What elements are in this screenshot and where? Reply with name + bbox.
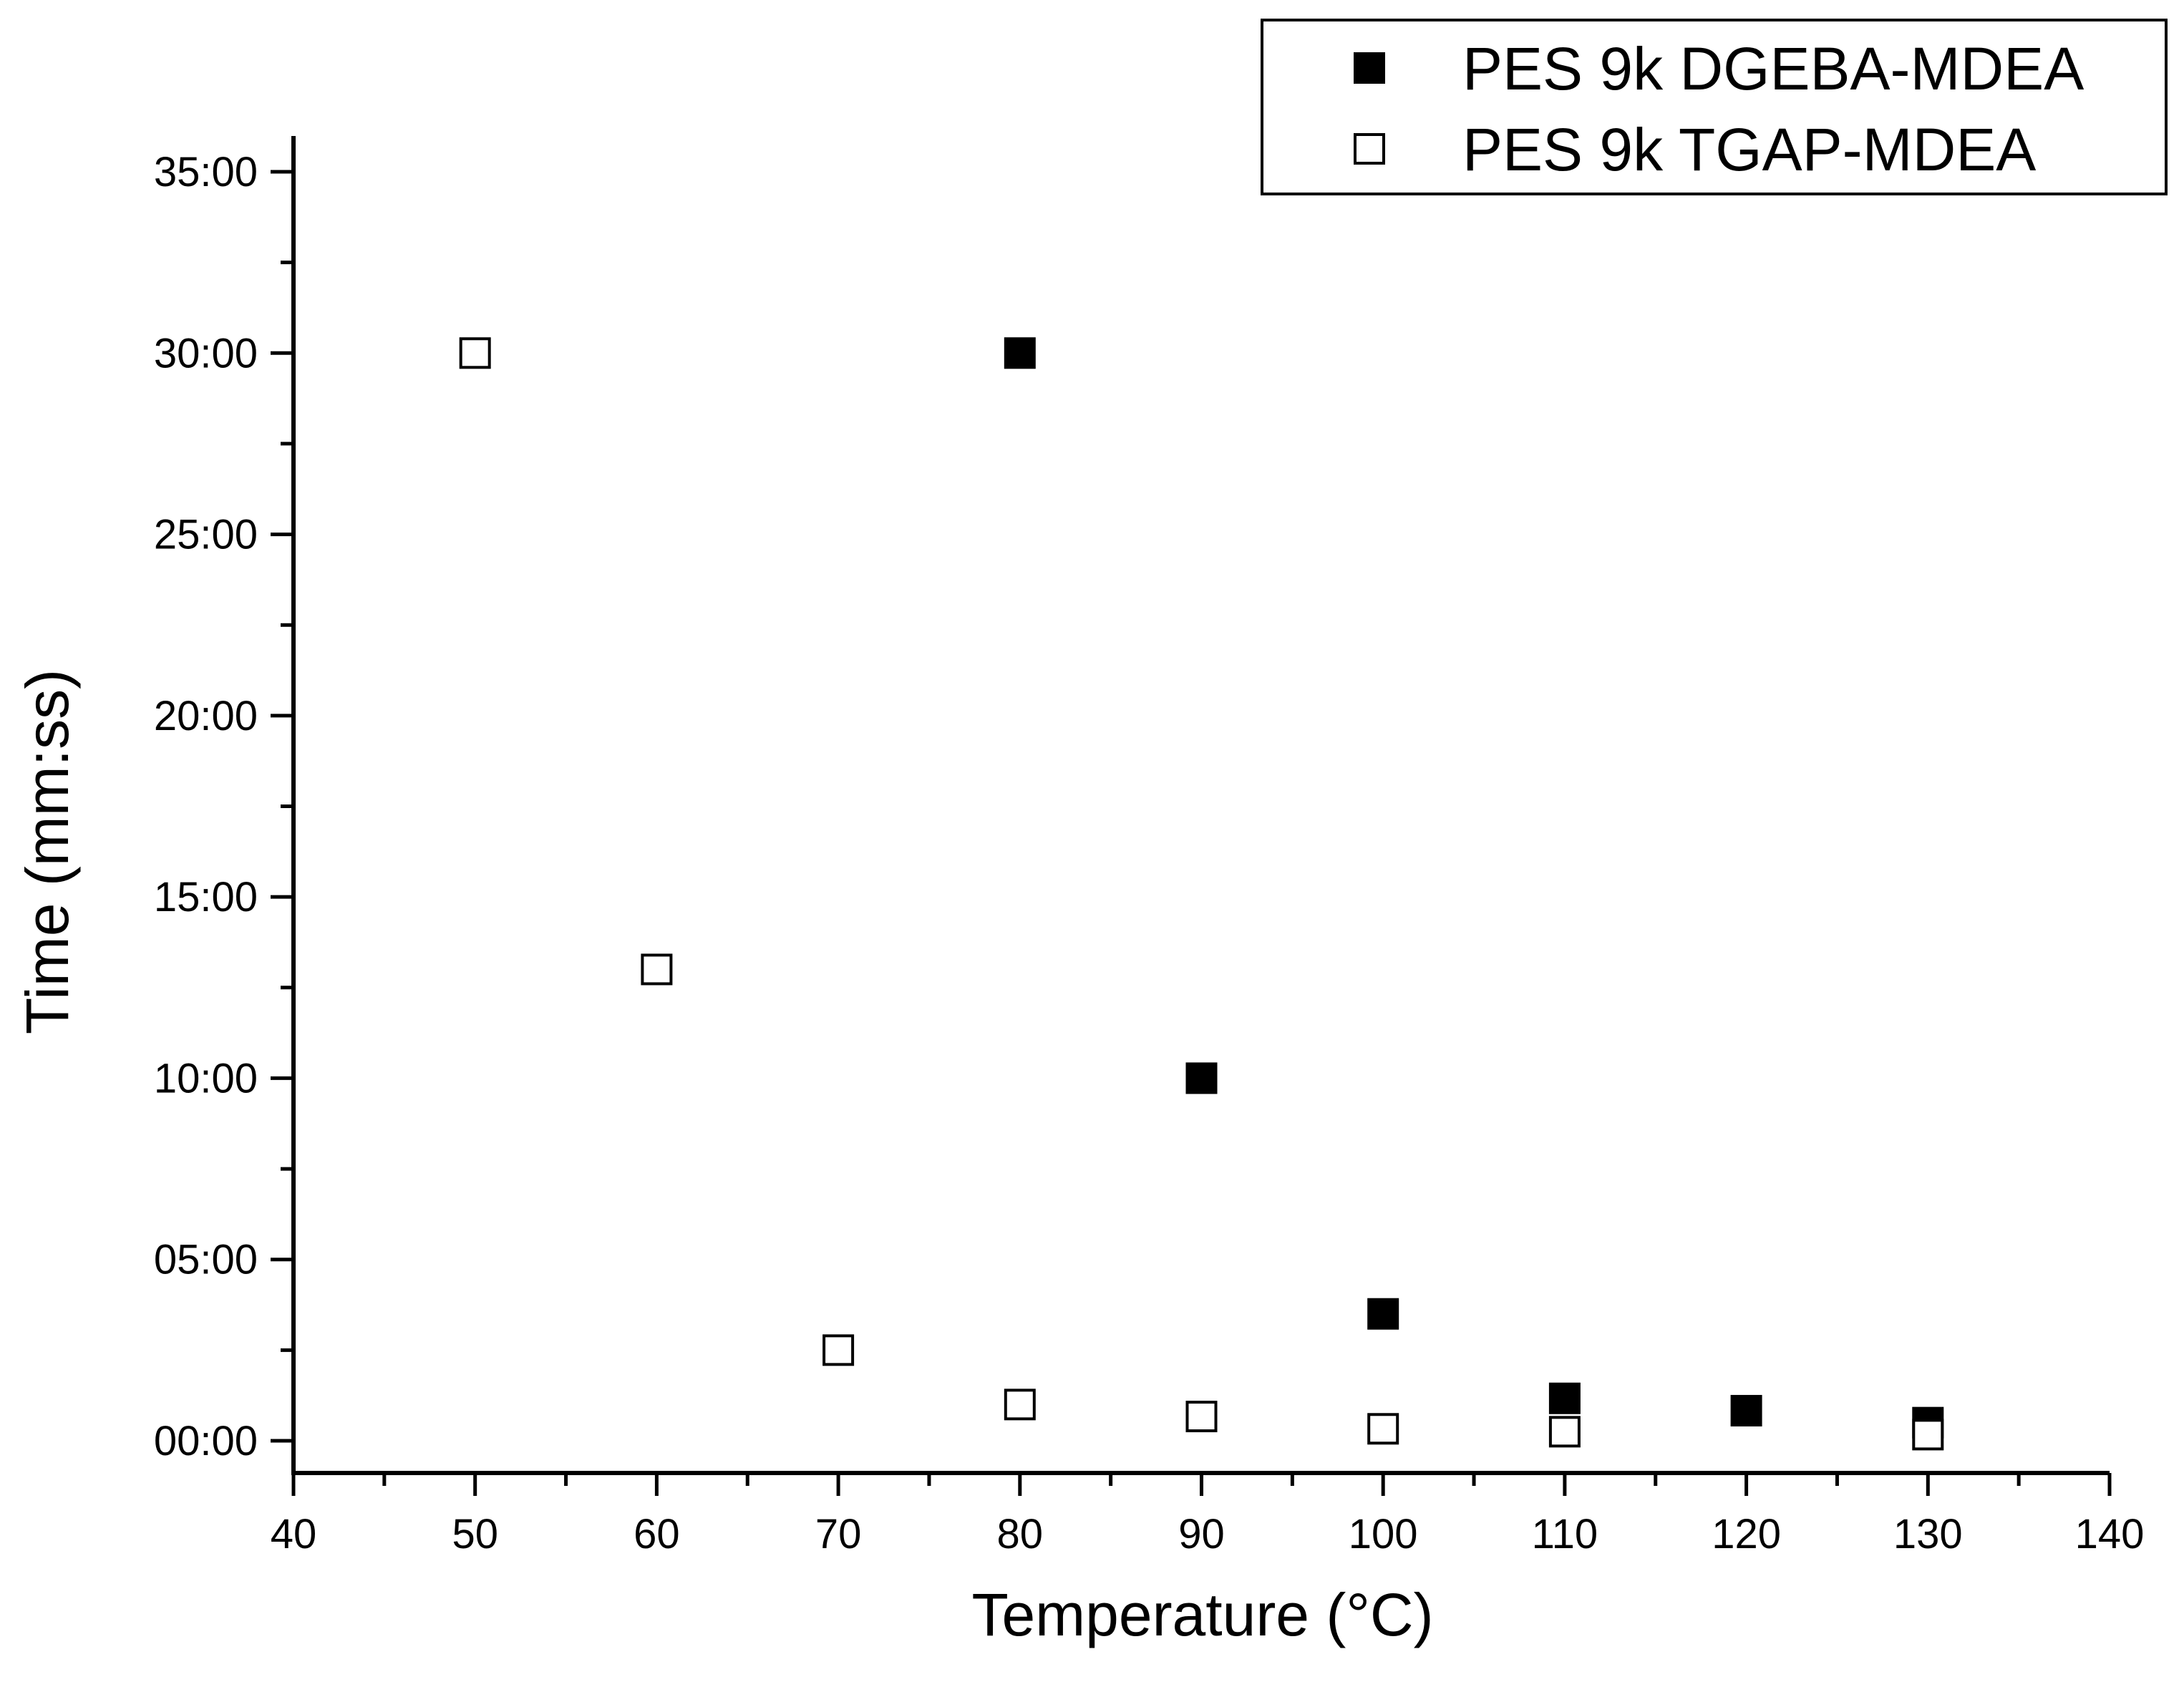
legend-marker-tgap xyxy=(1354,133,1385,165)
x-tick-label: 120 xyxy=(1712,1511,1781,1557)
data-point-tgap xyxy=(1548,1416,1581,1448)
y-tick-label: 15:00 xyxy=(154,874,258,920)
legend-label-tgap: PES 9k TGAP-MDEA xyxy=(1462,116,2036,183)
data-point-dgeba xyxy=(1367,1298,1399,1330)
data-point-tgap xyxy=(1185,1401,1218,1433)
y-tick-label: 35:00 xyxy=(154,149,258,195)
data-point-tgap xyxy=(1912,1419,1944,1451)
axes xyxy=(291,136,2110,1475)
data-point-tgap xyxy=(1004,1389,1036,1421)
legend-marker-dgeba xyxy=(1354,52,1385,84)
y-tick-label: 20:00 xyxy=(154,693,258,739)
x-axis-title: Temperature (°C) xyxy=(971,1581,1433,1648)
x-tick-label: 100 xyxy=(1349,1511,1418,1557)
x-tick-label: 130 xyxy=(1893,1511,1963,1557)
data-point-tgap xyxy=(641,953,673,986)
ticks: 40 50 60 70 80 90 100 110 120 130 140 00:00 05:00 10:… xyxy=(154,149,2145,1557)
y-tick-label: 25:00 xyxy=(154,512,258,558)
x-tick-label: 70 xyxy=(815,1511,862,1557)
x-tick-label: 60 xyxy=(634,1511,680,1557)
y-tick-label: 00:00 xyxy=(154,1418,258,1464)
data-point-tgap xyxy=(459,337,491,369)
data-point-dgeba xyxy=(1185,1062,1218,1094)
data-point-tgap xyxy=(822,1334,855,1366)
y-tick-label: 10:00 xyxy=(154,1055,258,1102)
data-point-dgeba xyxy=(1004,337,1036,369)
x-tick-label: 50 xyxy=(452,1511,498,1557)
x-tick-label: 110 xyxy=(1532,1511,1598,1557)
x-tick-label: 90 xyxy=(1178,1511,1225,1557)
y-tick-label: 05:00 xyxy=(154,1237,258,1283)
legend-box xyxy=(1261,19,2168,195)
y-tick-label: 30:00 xyxy=(154,330,258,376)
legend: PES 9k DGEBA-MDEA PES 9k TGAP-MDEA xyxy=(1261,19,2168,195)
x-tick-label: 40 xyxy=(271,1511,317,1557)
x-tick-label: 140 xyxy=(2075,1511,2145,1557)
data-point-dgeba xyxy=(1548,1382,1581,1414)
legend-label-dgeba: PES 9k DGEBA-MDEA xyxy=(1462,35,2084,102)
data-point-tgap xyxy=(1367,1413,1399,1445)
data-points xyxy=(459,337,1944,1451)
data-point-dgeba xyxy=(1730,1394,1762,1426)
y-axis-title: Time (mm:ss) xyxy=(14,669,81,1034)
x-tick-label: 80 xyxy=(997,1511,1044,1557)
